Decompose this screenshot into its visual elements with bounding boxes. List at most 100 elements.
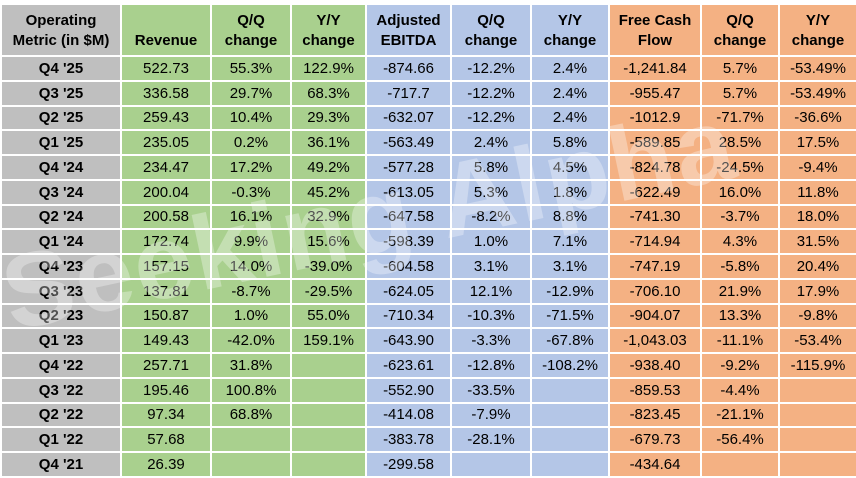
cell: -563.49 <box>365 129 452 156</box>
cell: -741.30 <box>608 203 702 231</box>
cell: 68.3% <box>290 79 367 107</box>
row-label: Q3 '22 <box>0 376 122 404</box>
row-label: Q4 '24 <box>0 154 122 181</box>
cell <box>530 401 610 429</box>
cell: -552.90 <box>365 376 452 404</box>
cell: 26.39 <box>120 451 212 478</box>
row-label: Q1 '23 <box>0 327 122 354</box>
cell: -71.7% <box>700 104 780 132</box>
table-row: Q1 '25 235.05 0.2% 36.1% -563.49 2.4% 5.8% -58… <box>0 129 856 156</box>
table-row: Q3 '25 336.58 29.7% 68.3% -717.7 -12.2% 2.4% -… <box>0 79 856 107</box>
cell: -859.53 <box>608 376 702 404</box>
cell: -706.10 <box>608 277 702 305</box>
row-label: Q4 '23 <box>0 253 122 280</box>
cell: 1.8% <box>530 178 610 206</box>
cell: 11.8% <box>778 178 856 206</box>
table-row: Q4 '24 234.47 17.2% 49.2% -577.28 5.8% 4.5% -8… <box>0 154 856 181</box>
cell: -589.85 <box>608 129 702 156</box>
row-label: Q2 '24 <box>0 203 122 231</box>
cell: -434.64 <box>608 451 702 478</box>
cell <box>530 451 610 478</box>
cell: -53.49% <box>778 79 856 107</box>
cell <box>778 426 856 453</box>
cell: 10.4% <box>210 104 292 132</box>
cell: -632.07 <box>365 104 452 132</box>
table-row: Q3 '22 195.46 100.8% -552.90 -33.5% -859.53-… <box>0 376 856 404</box>
cell: 100.8% <box>210 376 292 404</box>
cell <box>778 376 856 404</box>
cell: 1.0% <box>450 228 532 255</box>
cell <box>530 426 610 453</box>
cell: 13.3% <box>700 302 780 330</box>
cell: 21.9% <box>700 277 780 305</box>
table-row: Q2 '23 150.87 1.0% 55.0% -710.34 -10.3% -71.5… <box>0 302 856 330</box>
row-label: Q3 '23 <box>0 277 122 305</box>
cell: 0.2% <box>210 129 292 156</box>
corner-header: Operating Metric (in $M) <box>0 3 122 57</box>
cell: -8.7% <box>210 277 292 305</box>
cell: -11.1% <box>700 327 780 354</box>
cell: -9.2% <box>700 352 780 379</box>
cell: -29.5% <box>290 277 367 305</box>
table-row: Q4 '22 257.71 31.8% -623.61 -12.8% -108.2% -9… <box>0 352 856 379</box>
cell <box>450 451 532 478</box>
cell: 31.8% <box>210 352 292 379</box>
cell: -604.58 <box>365 253 452 280</box>
cell: -4.4% <box>700 376 780 404</box>
table-row: Q1 '24 172.74 9.9% 15.6% -598.39 1.0% 7.1% -71… <box>0 228 856 255</box>
table-row: Q2 '24 200.58 16.1% 32.9% -647.58 -8.2% 8.8% -… <box>0 203 856 231</box>
cell: 149.43 <box>120 327 212 354</box>
table-row: Q3 '23 137.81 -8.7% -29.5% -624.05 12.1% -12.… <box>0 277 856 305</box>
row-label: Q4 '21 <box>0 451 122 478</box>
cell: 15.6% <box>290 228 367 255</box>
cell <box>778 401 856 429</box>
cell <box>700 451 780 478</box>
cell: -717.7 <box>365 79 452 107</box>
cell: 8.8% <box>530 203 610 231</box>
row-label: Q4 '22 <box>0 352 122 379</box>
cell: 5.8% <box>530 129 610 156</box>
row-label: Q2 '23 <box>0 302 122 330</box>
cell: -383.78 <box>365 426 452 453</box>
header-free-cash-flow: Free Cash Flow <box>608 3 702 57</box>
cell: -56.4% <box>700 426 780 453</box>
cell: 259.43 <box>120 104 212 132</box>
row-label: Q1 '24 <box>0 228 122 255</box>
cell: -36.6% <box>778 104 856 132</box>
cell: 32.9% <box>290 203 367 231</box>
cell: -67.8% <box>530 327 610 354</box>
table-row: Q1 '22 57.68 -383.78 -28.1% -679.73 -56.4% <box>0 426 856 453</box>
cell: 5.8% <box>450 154 532 181</box>
cell: 3.1% <box>530 253 610 280</box>
cell: -624.05 <box>365 277 452 305</box>
cell: 5.7% <box>700 55 780 82</box>
cell: 5.7% <box>700 79 780 107</box>
cell: -3.3% <box>450 327 532 354</box>
cell: 14.0% <box>210 253 292 280</box>
row-label: Q3 '25 <box>0 79 122 107</box>
cell: 3.1% <box>450 253 532 280</box>
cell: -8.2% <box>450 203 532 231</box>
cell: -53.4% <box>778 327 856 354</box>
cell: -0.3% <box>210 178 292 206</box>
cell: -938.40 <box>608 352 702 379</box>
cell: -613.05 <box>365 178 452 206</box>
row-label: Q3 '24 <box>0 178 122 206</box>
cell: -42.0% <box>210 327 292 354</box>
cell: 235.05 <box>120 129 212 156</box>
cell: 57.68 <box>120 426 212 453</box>
cell: 49.2% <box>290 154 367 181</box>
cell: -5.8% <box>700 253 780 280</box>
cell: -33.5% <box>450 376 532 404</box>
cell: 522.73 <box>120 55 212 82</box>
cell: 12.1% <box>450 277 532 305</box>
cell: -647.58 <box>365 203 452 231</box>
header-adjusted-ebitda: Adjusted EBITDA <box>365 3 452 57</box>
cell: -710.34 <box>365 302 452 330</box>
cell: -12.2% <box>450 79 532 107</box>
cell: 150.87 <box>120 302 212 330</box>
cell: -1012.9 <box>608 104 702 132</box>
cell: 17.9% <box>778 277 856 305</box>
cell: 17.2% <box>210 154 292 181</box>
